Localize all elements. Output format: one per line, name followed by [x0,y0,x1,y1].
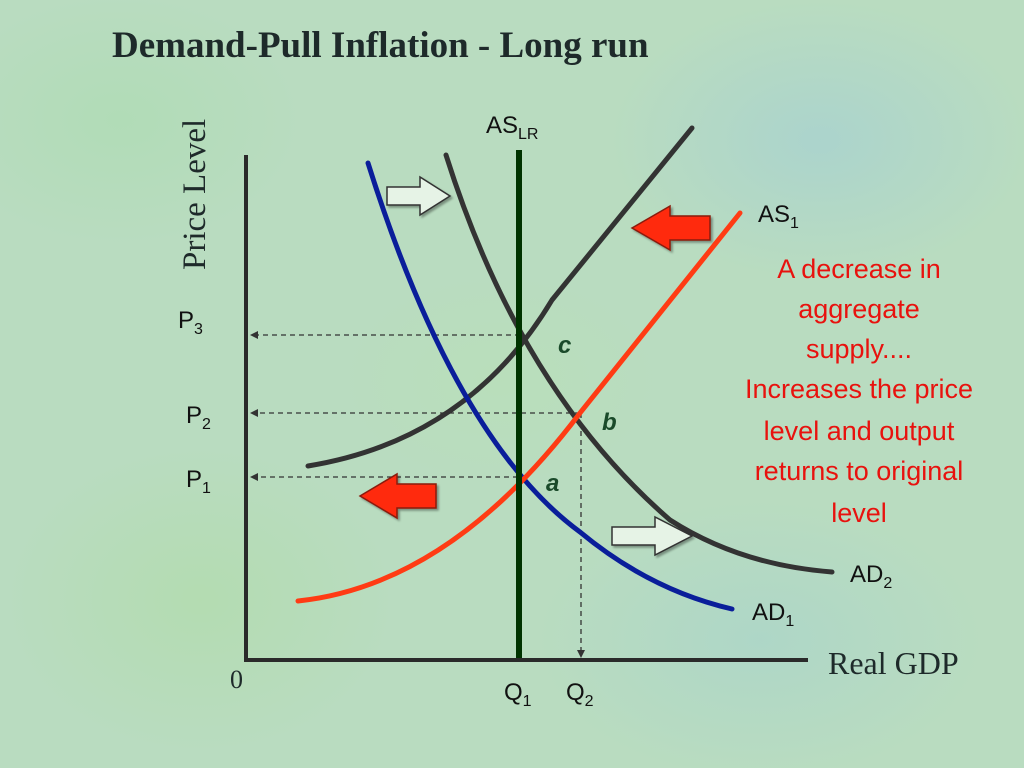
p2-label: P2 [186,402,211,433]
as-shift-left-arrow-bottom [358,472,437,520]
point-a-label: a [546,470,559,497]
q2-label: Q2 [566,679,594,710]
y-axis-label: Price Level [177,119,213,270]
note-line-7: level [831,498,887,528]
q2-guide-arrowhead [577,650,585,658]
as1-curve [295,210,743,604]
ad-shift-right-arrow-bottom [611,515,694,557]
explanation-note: A decrease in aggregate supply.... Incre… [745,254,973,528]
slide-title: Demand-Pull Inflation - Long run [112,25,649,66]
note-line-3: supply.... [806,334,912,364]
ad2-curve [443,152,835,575]
ad-shift-right-arrow-top [386,175,452,217]
ad1-label: AD1 [752,599,794,630]
aslr-label: ASLR [486,112,538,143]
p1-label: P1 [186,466,211,497]
p1-guide-arrowhead [250,473,258,481]
ad1-curve [365,160,735,612]
as-shift-left-arrow-top [630,204,711,252]
point-c-label: c [558,332,571,359]
note-line-6: returns to original [755,456,964,486]
p2-guide-arrowhead [250,409,258,417]
note-line-4: Increases the price [745,374,973,404]
p3-guide-arrowhead [250,331,258,339]
origin-label: 0 [230,665,243,694]
note-line-1: A decrease in [777,254,941,284]
x-axis-label: Real GDP [828,645,959,681]
as1-label: AS1 [758,201,799,232]
note-line-5: level and output [764,416,955,446]
q1-label: Q1 [504,679,532,710]
p3-label: P3 [178,307,203,338]
ad2-label: AD2 [850,561,892,592]
point-b-label: b [602,409,617,436]
note-line-2: aggregate [798,294,920,324]
as2-curve [305,125,695,469]
